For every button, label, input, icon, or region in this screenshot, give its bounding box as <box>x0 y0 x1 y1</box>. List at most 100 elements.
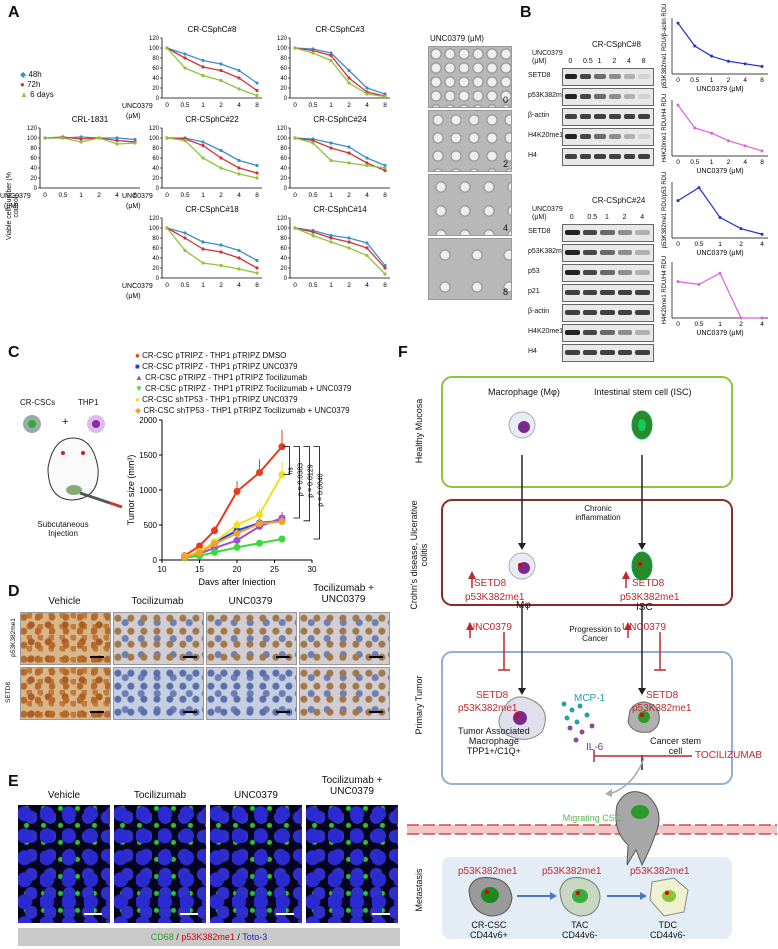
point-6-2-1 <box>311 233 315 238</box>
ytick-label-3-6: 120 <box>149 126 160 132</box>
point-0-2-4 <box>237 87 241 91</box>
xtick-label-0-5: 8 <box>255 102 259 109</box>
quant-point-3-4 <box>760 316 764 320</box>
point-6-1-2 <box>329 236 333 240</box>
ytick-label-0-1: 20 <box>152 86 159 92</box>
ytick-label-2-2: 40 <box>30 166 37 172</box>
d-image-1-2 <box>206 667 297 720</box>
ytick-label-2-5: 100 <box>27 136 38 142</box>
f-row4-p53-2: p53K382me1 <box>542 866 602 877</box>
point-1-0-4 <box>365 86 369 90</box>
f-tam: Tumor Associated Macrophage TPP1+/C1Q+ <box>458 726 530 756</box>
point-5-1-4 <box>237 256 241 260</box>
scale-bar <box>180 913 198 915</box>
d-row-0: p53K382me1 <box>9 618 17 657</box>
mouse-illustration <box>23 415 123 509</box>
quant-xlabel-0: UNC0379 (μM) <box>696 86 743 93</box>
point-4-2-5 <box>383 166 387 170</box>
quant-xtick-0-1: 0.5 <box>690 77 699 84</box>
ytick-label-5-4: 80 <box>152 236 159 242</box>
chart-6: CR-CSphC#14 0 20 40 60 80 100 120 0 0.5 1 2 4 8 <box>277 205 390 289</box>
d-image-1-3 <box>299 667 390 720</box>
scale-bar <box>183 656 197 658</box>
blot1-band-3-2 <box>594 134 606 139</box>
f-row2-p53-left: p53K382me1 <box>465 592 525 603</box>
point-4-2-0 <box>293 136 297 140</box>
ytick-label-3-1: 20 <box>152 176 159 182</box>
xlabel-1-0: UNC0379 <box>122 103 153 110</box>
series-line-6-0 <box>294 227 386 266</box>
point-0-0-1 <box>183 52 187 56</box>
blot1-band-4-1 <box>579 154 592 159</box>
quant-xtick-0-5: 8 <box>760 77 764 84</box>
point-6-1-3 <box>347 240 351 244</box>
point-6-2-4 <box>365 253 369 258</box>
quant-point-2-4 <box>760 232 764 236</box>
ytick-label-6-4: 80 <box>280 236 287 242</box>
scale-bar <box>183 711 197 713</box>
c-point-5-4 <box>256 520 263 528</box>
quant-xtick-0-0: 0 <box>676 77 680 84</box>
legend-72h: 72h <box>27 80 41 89</box>
point-6-0-2 <box>329 233 333 238</box>
blot2-band-4-3 <box>617 310 633 315</box>
blot1-band-2-3 <box>609 114 621 119</box>
c-point-3-4 <box>256 539 263 547</box>
scale-bar <box>369 656 383 658</box>
point-3-2-2 <box>201 156 205 160</box>
ytick-label-5-0: 0 <box>156 276 160 282</box>
blot1-band-3-5 <box>638 134 650 139</box>
f-mcp1: MCP-1 <box>574 693 606 704</box>
ytick-label-1-6: 120 <box>277 36 288 42</box>
xlabel-1-2: UNC0379 <box>0 193 31 200</box>
f-row4-p53-1: p53K382me1 <box>458 866 518 877</box>
point-0-2-1 <box>183 66 187 70</box>
label-progression: Progression to Cancer <box>569 625 621 643</box>
point-3-0-4 <box>237 158 241 163</box>
blot2-blot-1 <box>562 244 654 262</box>
blot1-row-0: SETD8 <box>528 72 551 79</box>
xtick-label-1-1: 0.5 <box>308 102 317 109</box>
ytick-label-0-3: 60 <box>152 66 159 72</box>
c-ylabel: Tumor size (mm³) <box>126 455 136 526</box>
ytick-label-3-0: 0 <box>156 186 160 192</box>
c-point-4-5 <box>278 471 286 479</box>
point-3-1-2 <box>201 143 205 148</box>
side-metastasis: Metastasis <box>414 868 424 912</box>
ytick-label-2-4: 80 <box>30 146 37 152</box>
point-2-2-2 <box>79 140 83 144</box>
point-4-1-1 <box>311 138 315 143</box>
blot2-band-1-1 <box>582 250 598 255</box>
blot1-lane-1: 0.5 <box>583 58 593 65</box>
point-0-2-0 <box>165 46 169 50</box>
f-row3-setd8-right: SETD8 <box>646 690 679 701</box>
ytick-label-1-1: 20 <box>280 86 287 92</box>
quant-line-2 <box>677 186 763 235</box>
series-line-6-1 <box>294 227 386 269</box>
c-point-5-5 <box>278 518 286 525</box>
point-0-0-2 <box>201 58 205 63</box>
point-3-1-3 <box>219 156 223 160</box>
quant-point-0-3 <box>726 59 730 63</box>
d-image-0-0 <box>20 612 111 665</box>
ytick-label-4-1: 20 <box>280 176 287 182</box>
quant-line-3 <box>677 272 762 319</box>
quant-xtick-1-2: 1 <box>710 159 714 166</box>
ytick-label-4-6: 120 <box>277 126 288 132</box>
c-point-5-3 <box>233 529 241 537</box>
point-0-0-4 <box>237 68 241 73</box>
blot2-row-0: SETD8 <box>528 228 551 235</box>
point-2-2-5 <box>133 141 137 145</box>
series-line-3-1 <box>166 137 258 174</box>
ytick-label-5-3: 60 <box>152 246 159 252</box>
xtick-label-3-4: 4 <box>237 192 241 199</box>
micro-title: UNC0379 (μM) <box>430 34 484 43</box>
ytick-label-3-4: 80 <box>152 146 159 152</box>
xlabel-2-5: (μM) <box>126 293 141 300</box>
d-image-1-0 <box>20 667 111 720</box>
xtick-label-0-1: 0.5 <box>180 102 189 109</box>
blot2-row-1: p53K382me1 <box>528 248 570 255</box>
c-ytick-label-2: 1000 <box>139 486 157 495</box>
blot1-blot-0 <box>562 68 654 86</box>
series-line-2-2 <box>45 137 136 145</box>
